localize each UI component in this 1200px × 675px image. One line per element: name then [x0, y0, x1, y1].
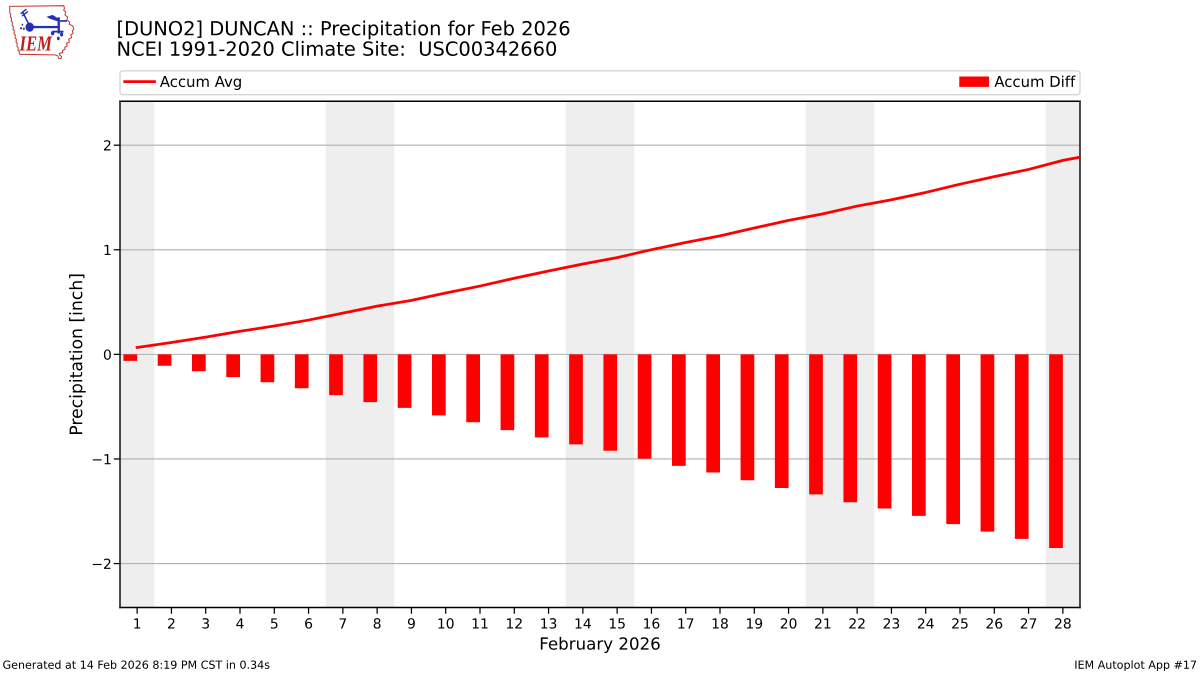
svg-text:IEM: IEM: [19, 32, 53, 56]
